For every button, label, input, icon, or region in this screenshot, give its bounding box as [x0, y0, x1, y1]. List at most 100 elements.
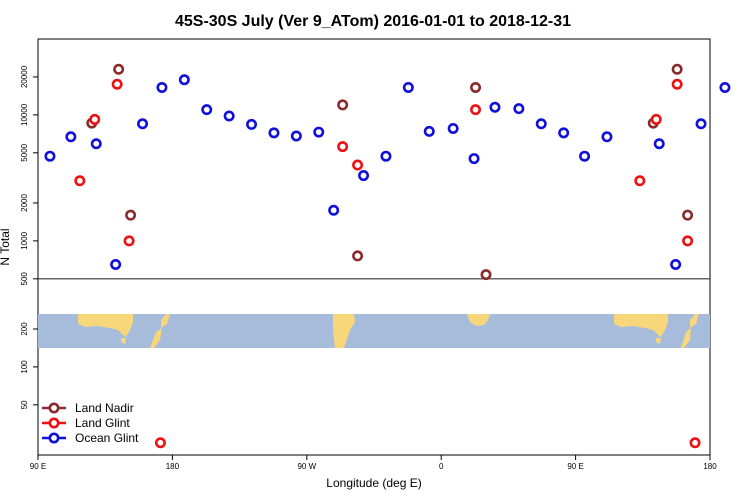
point-ocean-glint-19: [468, 153, 480, 165]
point-ocean-glint-1: [65, 131, 77, 143]
plot-frame: [37, 38, 711, 456]
y-tick-label-2: 200: [20, 322, 29, 336]
y-tick-label-5: 2000: [20, 194, 29, 212]
point-ocean-glint-6: [178, 74, 190, 86]
land-australia-2: [614, 314, 668, 337]
land-tasmania-2: [656, 338, 661, 344]
y-tick-label-7: 10000: [20, 103, 29, 126]
land-africa: [467, 314, 490, 326]
land-new-zealand-s-2: [681, 328, 691, 348]
y-tick-label-3: 500: [20, 272, 29, 286]
point-ocean-glint-21: [513, 103, 525, 115]
x-tick-label-5: 180: [703, 462, 717, 471]
chart-title: 45S-30S July (Ver 9_ATom) 2016-01-01 to …: [175, 13, 571, 30]
x-tick-label-4: 90 E: [567, 462, 583, 471]
point-ocean-glint-9: [246, 118, 258, 130]
y-axis-label: N Total: [0, 228, 12, 265]
series-ocean-glint: [44, 74, 731, 270]
point-ocean-glint-10: [268, 127, 280, 139]
point-ocean-glint-24: [579, 150, 591, 162]
point-ocean-glint-12: [313, 126, 325, 138]
point-land-nadir-3: [337, 99, 349, 111]
y-axis: 50 100 200 500 1000 2000 5000 10000 20000: [20, 65, 38, 409]
map-ocean-band: [38, 314, 710, 348]
point-land-glint-10: [671, 78, 683, 90]
point-land-glint-8: [634, 175, 646, 187]
land-masses: [78, 314, 699, 348]
x-tick-label-0: 90 E: [30, 462, 46, 471]
x-axis: 90 E 180 90 W 0 90 E 180: [30, 455, 717, 471]
point-land-glint-5: [337, 141, 349, 153]
point-ocean-glint-26: [653, 138, 665, 150]
point-ocean-glint-0: [44, 150, 56, 162]
point-land-glint-3: [123, 235, 135, 247]
point-land-glint-9: [650, 113, 662, 125]
point-land-nadir-2: [125, 209, 137, 221]
point-land-glint-12: [689, 437, 701, 449]
point-ocean-glint-23: [558, 127, 570, 139]
y-tick-label-8: 20000: [20, 65, 29, 88]
legend-marker-land-glint: [48, 417, 60, 429]
point-ocean-glint-20: [489, 101, 501, 113]
legend-marker-land-nadir: [48, 402, 60, 414]
land-new-zealand-n: [161, 314, 170, 328]
point-land-nadir-8: [671, 63, 683, 75]
point-land-nadir-6: [480, 269, 492, 281]
point-ocean-glint-8: [223, 110, 235, 122]
data-points: [44, 63, 731, 449]
point-land-glint-4: [154, 437, 166, 449]
point-ocean-glint-17: [423, 125, 435, 137]
point-land-glint-11: [682, 235, 694, 247]
legend-label-land-glint: Land Glint: [75, 416, 130, 430]
point-ocean-glint-15: [380, 150, 392, 162]
y-tick-label-6: 5000: [20, 143, 29, 161]
point-land-nadir-9: [682, 209, 694, 221]
point-ocean-glint-4: [137, 118, 149, 130]
point-ocean-glint-3: [110, 258, 122, 270]
point-ocean-glint-7: [201, 104, 213, 116]
point-ocean-glint-25: [601, 131, 613, 143]
y-tick-label-1: 100: [20, 360, 29, 374]
y-tick-label-4: 1000: [20, 231, 29, 249]
point-ocean-glint-14: [358, 170, 370, 182]
point-ocean-glint-22: [535, 118, 547, 130]
point-ocean-glint-11: [290, 130, 302, 142]
point-ocean-glint-5: [156, 81, 168, 93]
legend-item-land-glint: Land Glint: [42, 416, 130, 430]
land-south-america: [333, 314, 355, 348]
series-land-glint: [74, 78, 701, 449]
land-australia: [78, 314, 133, 337]
legend-label-ocean-glint: Ocean Glint: [75, 431, 139, 445]
point-land-nadir-1: [113, 63, 125, 75]
point-ocean-glint-16: [402, 81, 414, 93]
point-land-glint-1: [89, 113, 101, 125]
land-new-zealand-s: [150, 328, 162, 348]
point-ocean-glint-29: [719, 81, 731, 93]
y-tick-label-0: 50: [20, 400, 29, 409]
point-ocean-glint-27: [670, 258, 682, 270]
legend-marker-ocean-glint: [48, 432, 60, 444]
x-axis-label: Longitude (deg E): [326, 476, 421, 490]
point-land-nadir-4: [352, 250, 364, 262]
point-land-glint-7: [470, 104, 482, 116]
land-new-zealand-n-2: [690, 314, 699, 328]
series-land-nadir: [86, 63, 694, 281]
map-strip: [38, 314, 710, 348]
point-ocean-glint-18: [447, 122, 459, 134]
point-ocean-glint-13: [328, 204, 340, 216]
legend-item-land-nadir: Land Nadir: [42, 401, 134, 415]
legend-item-ocean-glint: Ocean Glint: [42, 431, 139, 445]
x-tick-label-3: 0: [439, 462, 444, 471]
land-tasmania: [121, 338, 126, 344]
point-ocean-glint-2: [90, 138, 102, 150]
point-land-nadir-5: [470, 81, 482, 93]
point-land-glint-0: [74, 175, 86, 187]
point-ocean-glint-28: [695, 118, 707, 130]
point-land-glint-2: [111, 78, 123, 90]
x-tick-label-2: 90 W: [297, 462, 316, 471]
x-tick-label-1: 180: [166, 462, 180, 471]
point-land-glint-6: [352, 159, 364, 171]
legend-label-land-nadir: Land Nadir: [75, 401, 134, 415]
